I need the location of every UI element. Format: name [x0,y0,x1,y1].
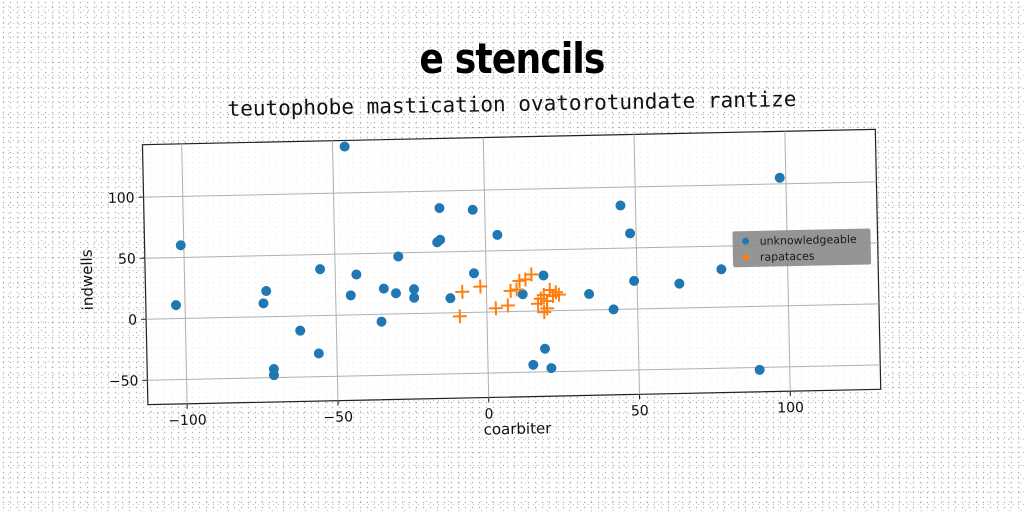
data-point-unknowledgeable [315,264,326,275]
grid-line-x [181,143,188,404]
y-axis-label: indwells [78,249,97,310]
x-tick-label: 100 [777,400,804,417]
grid-line-x [482,137,490,398]
data-point-rapataces [509,282,524,297]
data-point-unknowledgeable [469,268,480,279]
y-tick-label: 0 [128,312,137,328]
legend-marker-unknowledgeable [742,237,750,245]
y-tick-label: 100 [108,190,135,207]
data-point-rapataces [542,282,557,298]
data-point-rapataces [500,298,515,313]
data-point-rapataces [503,283,518,298]
legend: unknowledgeable rapataces [732,228,872,268]
data-point-unknowledgeable [378,283,389,294]
data-point-unknowledgeable [584,289,595,300]
data-point-unknowledgeable [674,278,685,289]
data-point-rapataces [551,287,566,302]
x-tick-label: 0 [484,406,493,422]
legend-label: rapataces [760,250,815,264]
data-point-unknowledgeable [528,359,539,370]
grid-line-y [143,181,877,198]
data-point-unknowledgeable [492,229,503,240]
data-point-unknowledgeable [546,363,557,374]
data-point-unknowledgeable [754,364,765,375]
legend-label: unknowledgeable [759,233,857,248]
data-point-unknowledgeable [467,204,478,215]
data-point-rapataces [540,301,555,316]
data-point-unknowledgeable [538,270,549,281]
data-point-rapataces [452,309,467,324]
data-point-unknowledgeable [175,240,186,251]
data-point-rapataces [537,305,552,320]
data-point-rapataces [548,285,563,300]
grid-line-x [633,134,640,395]
chart-title: e stencils [419,34,605,83]
legend-box [732,228,872,268]
data-point-unknowledgeable [376,316,387,327]
y-tick-label: −50 [109,373,139,390]
data-point-rapataces [518,272,533,287]
data-point-unknowledgeable [409,284,420,295]
data-point-unknowledgeable [435,234,446,245]
data-point-unknowledgeable [445,293,456,304]
data-point-unknowledgeable [434,203,445,214]
grid-line-y [146,303,879,320]
data-point-rapataces [512,273,527,288]
data-point-unknowledgeable [625,228,636,239]
data-point-unknowledgeable [258,298,269,309]
x-tick-label: −100 [168,412,207,429]
data-point-unknowledgeable [774,172,785,183]
data-point-rapataces [545,289,560,304]
plot-area [141,128,882,406]
data-point-unknowledgeable [170,300,181,311]
data-point-unknowledgeable [390,288,401,299]
data-point-unknowledgeable [313,348,324,359]
data-point-rapataces [533,291,548,306]
data-point-unknowledgeable [345,290,356,301]
data-point-unknowledgeable [608,304,619,315]
data-point-rapataces [473,279,488,294]
data-point-rapataces [488,301,503,316]
y-tick-label: 50 [118,251,136,267]
data-point-unknowledgeable [409,292,420,303]
x-tick-label: 50 [631,403,649,419]
data-point-unknowledgeable [615,200,626,211]
legend-marker-rapataces [741,253,750,262]
x-axis-label: coarbiter [483,419,552,438]
data-point-unknowledgeable [716,264,727,275]
data-point-unknowledgeable [351,269,362,280]
data-point-unknowledgeable [295,325,306,336]
data-point-unknowledgeable [629,275,640,286]
data-point-unknowledgeable [339,141,350,152]
data-point-unknowledgeable [269,370,280,381]
grid-line-x [331,140,339,401]
data-point-unknowledgeable [393,251,404,262]
data-point-unknowledgeable [261,286,272,297]
x-tick-label: −50 [323,409,353,426]
data-point-unknowledgeable [539,343,550,354]
data-point-unknowledgeable [517,289,528,300]
data-point-rapataces [455,284,470,299]
